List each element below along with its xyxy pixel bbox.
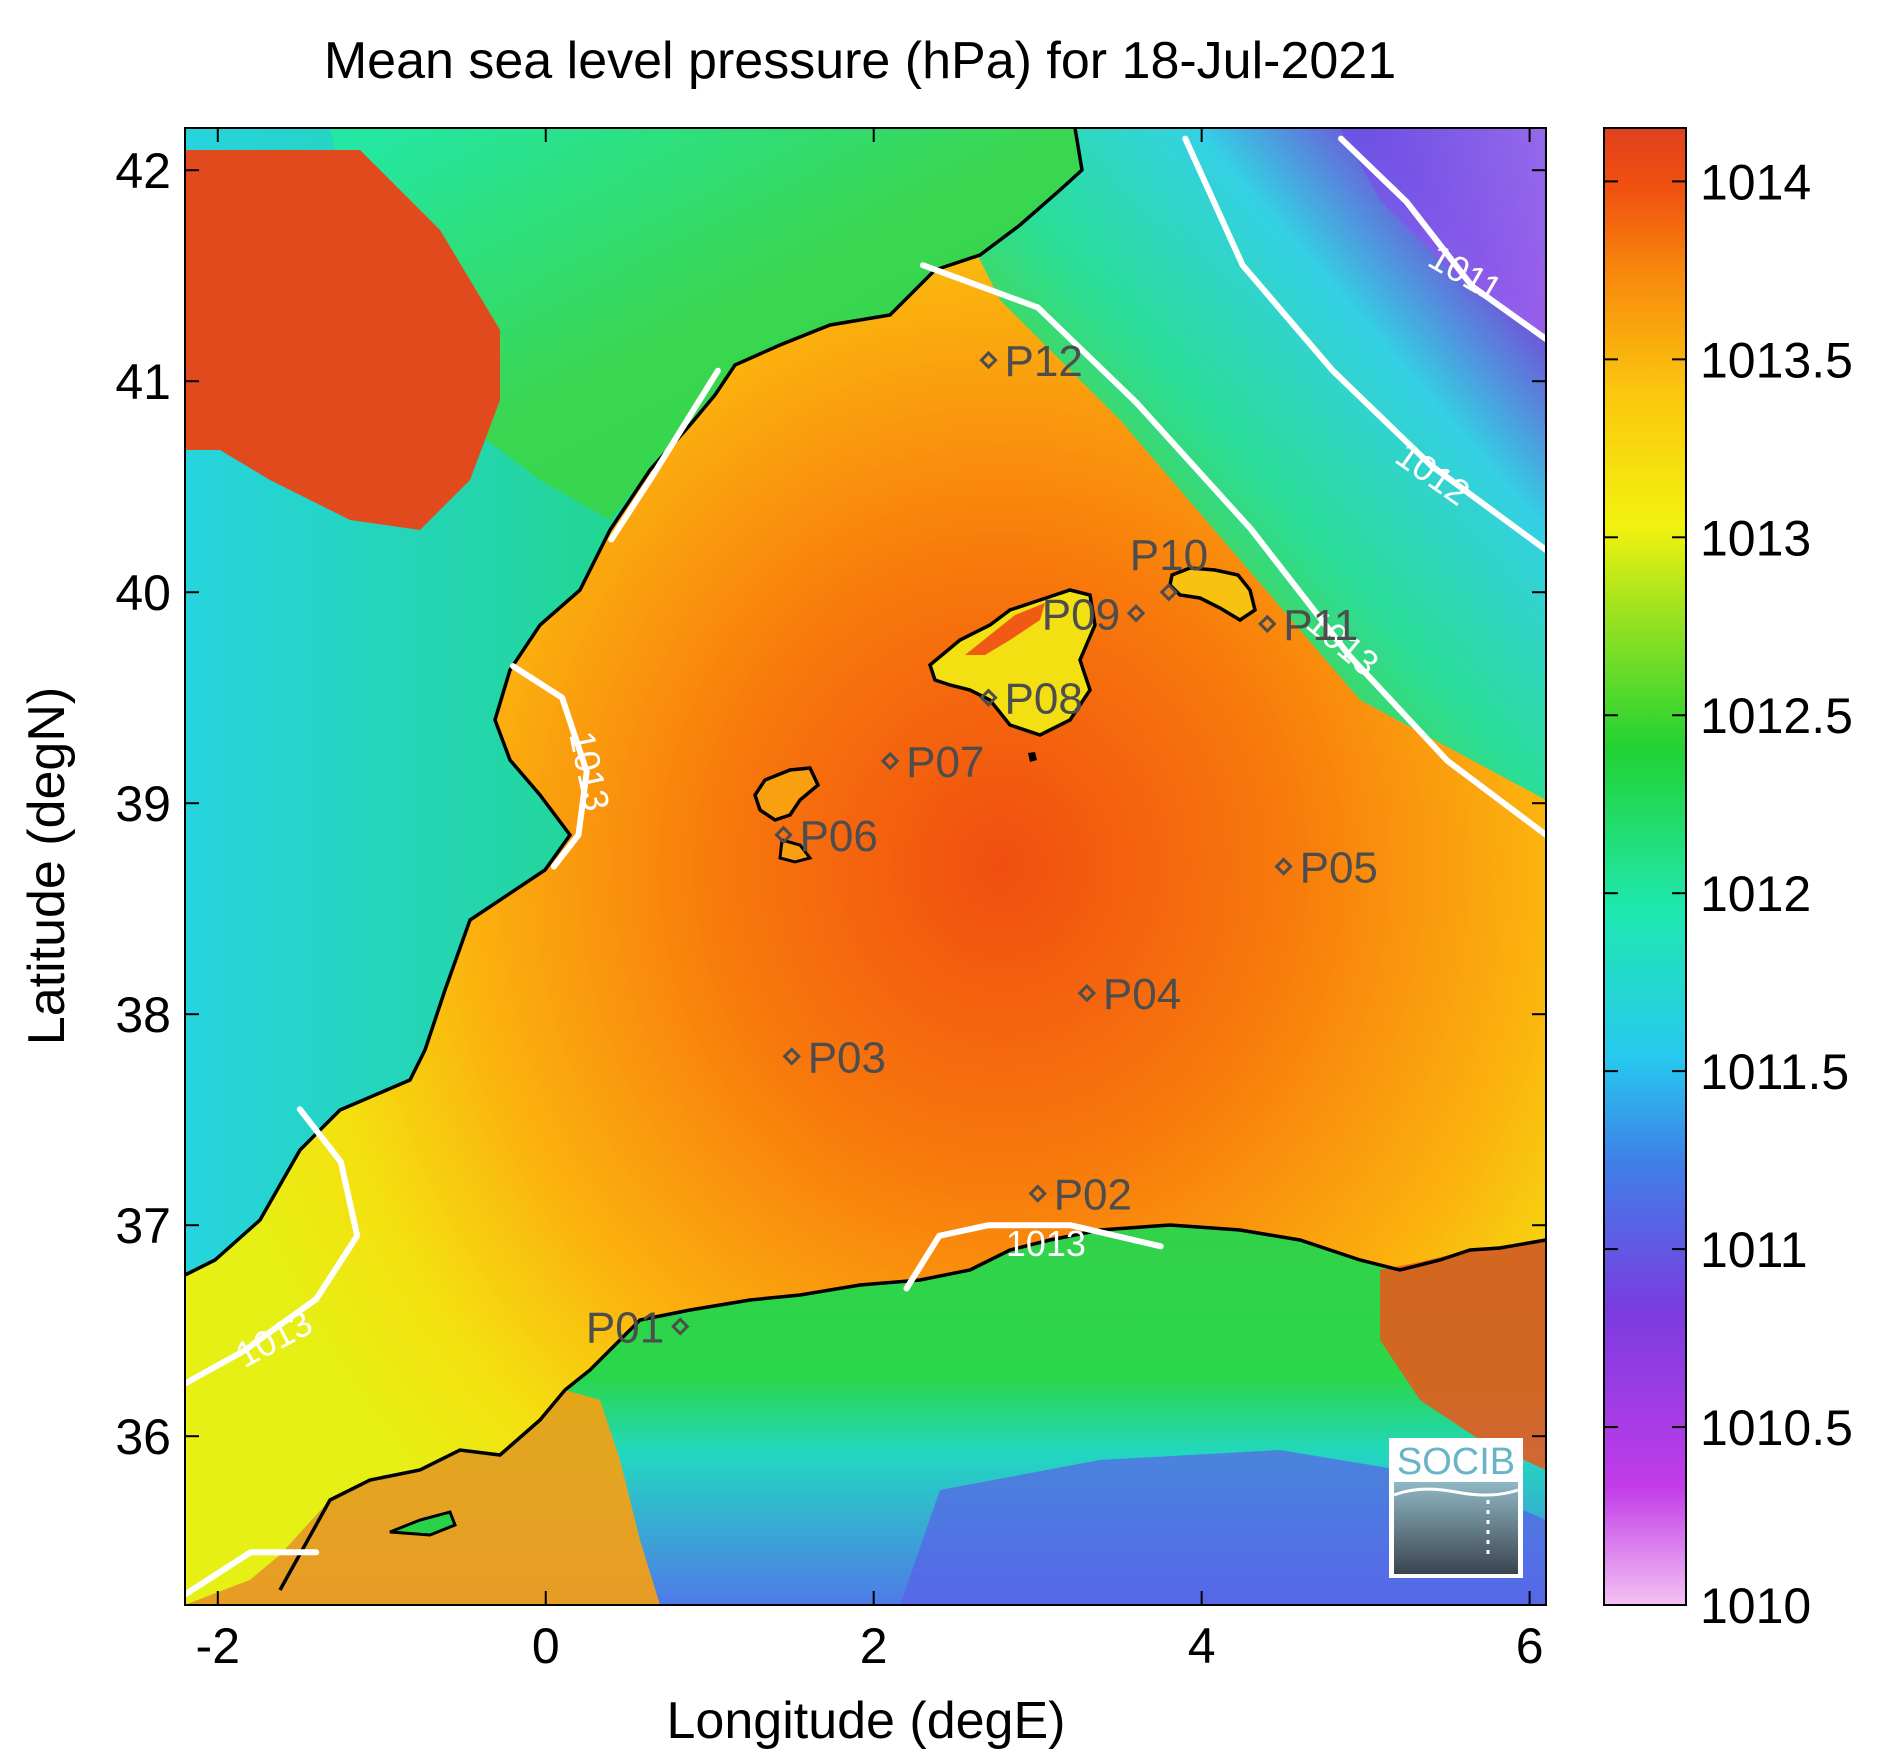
northeast-pressure-gradient — [960, 128, 1546, 800]
station-marker-p08 — [979, 688, 998, 707]
station-label-p03: P03 — [808, 1033, 886, 1082]
station-label-p09: P09 — [1042, 590, 1120, 639]
mallorca-northwest-ridge — [965, 603, 1045, 655]
cabrera-island — [1028, 752, 1037, 762]
station-label-p01: P01 — [586, 1304, 664, 1353]
iberia-high-plateau — [185, 150, 500, 530]
ibiza-island — [753, 766, 821, 822]
station-marker-p09 — [1126, 604, 1146, 623]
x-tick-label: 2 — [860, 1618, 888, 1674]
colorbar-scale — [1603, 127, 1687, 1606]
station-label-p04: P04 — [1103, 970, 1181, 1019]
y-axis-label: Latitude (degN) — [18, 687, 76, 1045]
station-label-p12: P12 — [1005, 337, 1083, 386]
y-tick-label: 38 — [115, 987, 171, 1043]
axes: -2 0 2 4 6 36 37 38 39 40 41 42 — [115, 128, 1546, 1674]
map-title: Mean sea level pressure (hPa) for 18-Jul… — [324, 32, 1396, 90]
station-label-p11: P11 — [1283, 601, 1358, 650]
station-marker-p07 — [880, 751, 900, 771]
station-marker-p03 — [782, 1047, 801, 1066]
station-label-p08: P08 — [1005, 675, 1083, 724]
colorbar-tick-label: 1014 — [1700, 154, 1811, 210]
socib-logo: SOCIB — [1389, 1438, 1523, 1578]
station-label-p07: P07 — [906, 738, 984, 787]
africa-east-warm — [1380, 1240, 1546, 1470]
station-label-p06: P06 — [800, 812, 878, 861]
africa-south-low — [900, 1450, 1546, 1605]
x-tick-label: 4 — [1188, 1618, 1216, 1674]
iberia-north-land — [330, 128, 1082, 520]
station-marker-p12 — [979, 350, 998, 370]
socib-logo-text: SOCIB — [1397, 1441, 1515, 1483]
colorbar-tick-label: 1012 — [1700, 866, 1811, 922]
station-marker-p02 — [1028, 1184, 1047, 1203]
colorbar-tick-label: 1011.5 — [1700, 1044, 1849, 1100]
y-tick-label: 39 — [115, 776, 171, 832]
station-marker-p04 — [1077, 983, 1097, 1003]
station-marker-p11 — [1258, 614, 1277, 634]
northeast-low-pressure — [1340, 128, 1546, 340]
isobar-label: 1013 — [1006, 1223, 1086, 1264]
y-tick-label: 42 — [115, 143, 171, 199]
y-tick-label: 41 — [115, 354, 171, 410]
station-label-p10: P10 — [1130, 531, 1208, 580]
isobar-contours — [185, 135, 1546, 1598]
station-marker-p01 — [671, 1317, 690, 1336]
station-marker-p05 — [1274, 857, 1293, 876]
x-tick-label: 0 — [532, 1618, 560, 1674]
isobar-1013-line — [510, 663, 590, 870]
isobar-1013-line — [185, 1106, 361, 1387]
station-label-p02: P02 — [1054, 1171, 1132, 1220]
isobar-1013-line — [919, 262, 1546, 838]
station-marker-p06 — [774, 825, 793, 845]
station-label-p05: P05 — [1300, 844, 1378, 893]
isobar-1013-line — [608, 367, 721, 543]
x-tick-label: 6 — [1516, 1618, 1544, 1674]
y-tick-label: 37 — [115, 1198, 171, 1254]
x-axis-label: Longitude (degE) — [667, 1692, 1066, 1750]
colorbar-tick-label: 1010 — [1700, 1578, 1811, 1634]
africa-coastline — [278, 1223, 1546, 1591]
colorbar-tick-label: 1010.5 — [1700, 1400, 1853, 1456]
station-marker-p10 — [1159, 582, 1179, 602]
colorbar-tick-label: 1011 — [1700, 1222, 1808, 1278]
colorbar-ticks: 1010 1010.5 1011 1011.5 1012 1012.5 1013 1013.5… — [1604, 154, 1853, 1634]
colorbar-tick-label: 1013 — [1700, 510, 1811, 566]
isobar-1013-line — [185, 1549, 320, 1598]
formentera-island — [778, 838, 813, 864]
isobar-1013-line — [903, 1222, 1164, 1292]
isobar-1012-line — [1182, 135, 1546, 553]
isobar-1011-line — [1338, 135, 1546, 342]
colorbar-tick-label: 1012.5 — [1700, 688, 1853, 744]
x-tick-label: -2 — [196, 1618, 240, 1674]
menorca-island — [1168, 566, 1257, 623]
alboran-island-coastline — [389, 1510, 457, 1537]
colorbar-tick-label: 1013.5 — [1700, 332, 1853, 388]
y-tick-label: 36 — [115, 1409, 171, 1465]
y-tick-label: 40 — [115, 565, 171, 621]
plot-frame — [184, 127, 1547, 1606]
mallorca-island — [927, 588, 1097, 737]
